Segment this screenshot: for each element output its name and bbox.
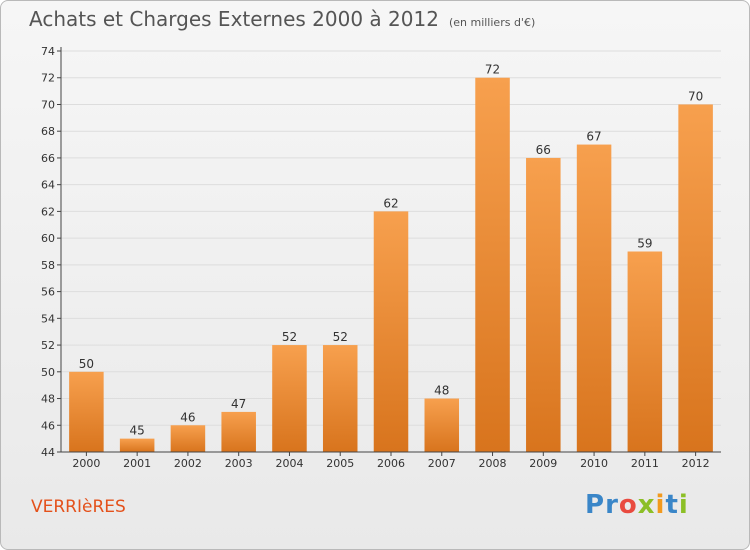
y-tick-label: 62 — [41, 205, 55, 218]
x-tick-label: 2002 — [174, 457, 202, 470]
data-label: 48 — [434, 384, 449, 398]
x-tick-label: 2010 — [580, 457, 608, 470]
commune-name: VERRIèRES — [31, 497, 126, 517]
logo-letter: x — [637, 490, 656, 520]
axes — [57, 47, 721, 456]
data-label: 62 — [383, 196, 398, 210]
bar-2010 — [576, 144, 612, 453]
bar-2002 — [170, 425, 206, 452]
x-tick-label: 2012 — [682, 457, 710, 470]
logo-letter: r — [605, 490, 619, 520]
y-tick-label: 64 — [41, 179, 55, 192]
data-label: 67 — [586, 130, 601, 144]
y-tick-label: 54 — [41, 312, 55, 325]
chart-title: Achats et Charges Externes 2000 à 2012 (e… — [29, 7, 535, 31]
logo-letter: i — [678, 490, 689, 520]
y-tick-label: 58 — [41, 259, 55, 272]
y-tick-label: 68 — [41, 125, 55, 138]
data-label: 70 — [688, 89, 703, 103]
proxiti-logo: Proxiti — [585, 490, 689, 520]
x-tick-label: 2000 — [72, 457, 100, 470]
logo-letter: t — [665, 490, 679, 520]
y-tick-label: 52 — [41, 339, 55, 352]
y-tick-label: 74 — [41, 45, 55, 58]
x-tick-label: 2011 — [631, 457, 659, 470]
x-tick-label: 2003 — [225, 457, 253, 470]
data-label: 47 — [231, 397, 246, 411]
logo-letter: o — [618, 490, 638, 520]
data-label: 66 — [536, 143, 551, 157]
y-tick-label: 48 — [41, 393, 55, 406]
y-tick-label: 72 — [41, 72, 55, 85]
bar-2012 — [678, 104, 713, 452]
bar-2000 — [69, 371, 104, 452]
x-tick-label: 2007 — [428, 457, 456, 470]
x-tick-label: 2006 — [377, 457, 405, 470]
y-tick-label: 44 — [41, 446, 55, 459]
bar-2004 — [272, 345, 307, 452]
bar-2011 — [627, 251, 663, 452]
x-tick-label: 2004 — [275, 457, 303, 470]
labels: 44 46 48 50 52 54 56 58 60 62 64 66 68 70 72 74 2000 50 20… — [41, 45, 710, 470]
chart-title-unit: (en milliers d'€) — [448, 16, 536, 29]
data-label: 45 — [130, 424, 145, 438]
bar-2009 — [526, 157, 561, 452]
data-label: 72 — [485, 63, 500, 77]
y-tick-label: 46 — [41, 419, 55, 432]
x-tick-label: 2005 — [326, 457, 354, 470]
y-tick-label: 60 — [41, 232, 55, 245]
bar-2006 — [373, 211, 409, 452]
x-tick-label: 2001 — [123, 457, 151, 470]
y-tick-label: 70 — [41, 98, 55, 111]
y-tick-label: 50 — [41, 366, 55, 379]
data-label: 52 — [282, 330, 297, 344]
data-label: 46 — [180, 410, 195, 424]
x-tick-label: 2008 — [479, 457, 507, 470]
bar-2003 — [221, 411, 256, 452]
y-tick-label: 56 — [41, 286, 55, 299]
logo-letter: P — [585, 490, 606, 520]
bar-2001 — [119, 438, 155, 452]
data-label: 50 — [79, 357, 94, 371]
data-label: 52 — [333, 330, 348, 344]
bar-2007 — [424, 398, 460, 452]
x-tick-label: 2009 — [529, 457, 557, 470]
chart-title-main: Achats et Charges Externes 2000 à 2012 — [29, 7, 439, 31]
bars — [69, 77, 713, 453]
bar-2008 — [475, 77, 510, 452]
data-label: 59 — [637, 237, 652, 251]
bar-2005 — [322, 345, 358, 452]
logo-letter: i — [655, 490, 666, 520]
y-tick-label: 66 — [41, 152, 55, 165]
